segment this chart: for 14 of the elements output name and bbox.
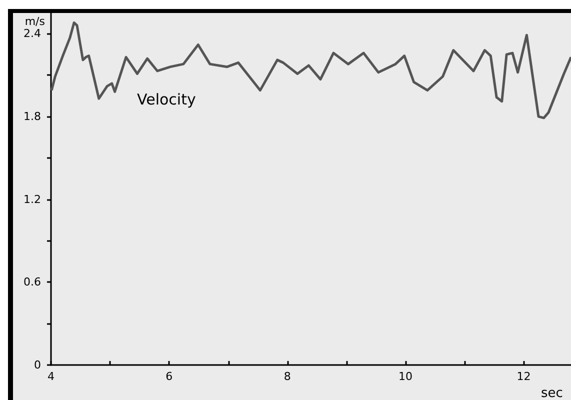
y-tick-label: 1.8 [24,110,41,124]
x-tick-label: 4 [48,370,54,383]
x-tick-label: 12 [516,370,531,383]
x-axis-title: sec [541,386,563,400]
y-tick-label: 1.2 [24,192,41,206]
y-tick-label: 0 [34,358,41,372]
y-tick-label: 0.6 [24,276,41,289]
x-tick-label: 10 [398,370,413,383]
annotation: Velocity [137,90,196,108]
x-tick-label: 6 [166,370,173,383]
x-tick-label: 8 [284,370,291,383]
y-axis-title: m/s [24,15,46,28]
y-tick-label: 2.4 [24,27,41,40]
line-series [50,21,571,120]
